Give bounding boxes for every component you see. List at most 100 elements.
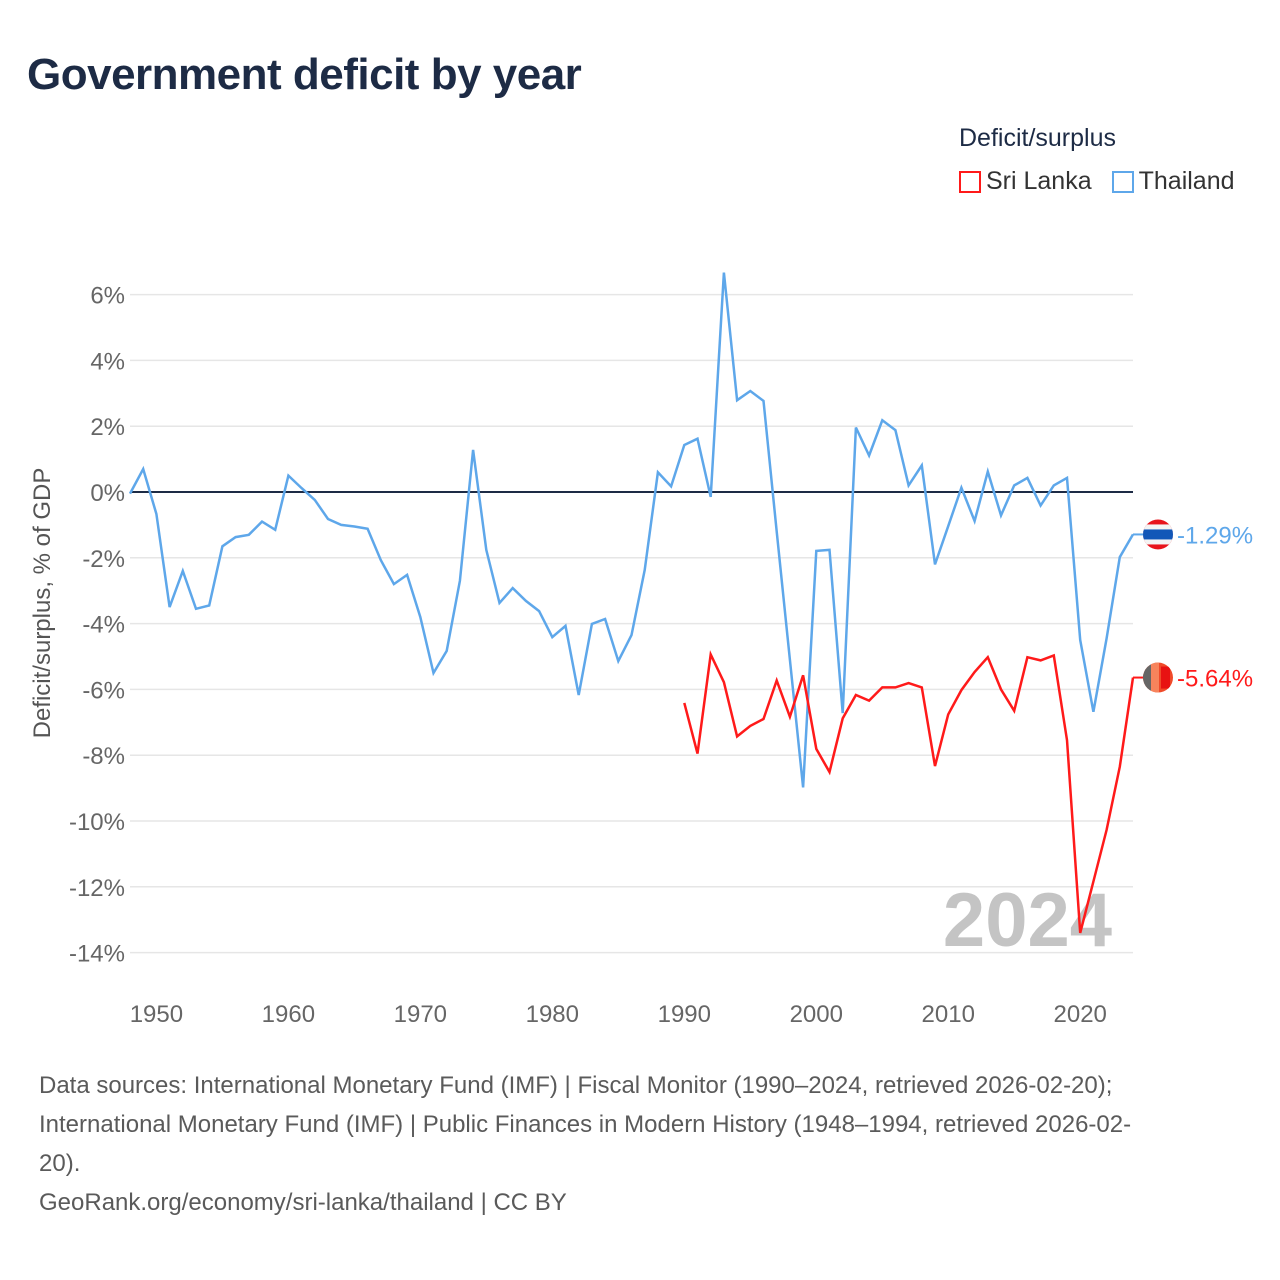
data-point-thailand[interactable] (1077, 637, 1083, 643)
data-point-thailand[interactable] (879, 417, 885, 423)
data-point-thailand[interactable] (945, 523, 951, 529)
data-point-thailand[interactable] (312, 497, 318, 503)
data-point-thailand[interactable] (1051, 482, 1057, 488)
data-point-thailand[interactable] (1038, 502, 1044, 508)
data-point-thailand[interactable] (365, 526, 371, 532)
data-point-thailand[interactable] (985, 469, 991, 475)
data-point-thailand[interactable] (919, 462, 925, 468)
data-point-sri-lanka[interactable] (866, 698, 872, 704)
data-point-thailand[interactable] (153, 511, 159, 517)
data-point-sri-lanka[interactable] (879, 684, 885, 690)
data-point-thailand[interactable] (206, 603, 212, 609)
data-point-thailand[interactable] (853, 425, 859, 431)
data-point-thailand[interactable] (338, 522, 344, 528)
data-point-sri-lanka[interactable] (1104, 827, 1110, 833)
data-point-thailand[interactable] (1011, 482, 1017, 488)
data-point-sri-lanka[interactable] (813, 746, 819, 752)
data-point-sri-lanka[interactable] (800, 672, 806, 678)
data-point-thailand[interactable] (774, 528, 780, 534)
attribution-link[interactable]: GeoRank.org/economy/sri-lanka/thailand |… (39, 1189, 567, 1216)
data-point-thailand[interactable] (589, 621, 595, 627)
data-point-thailand[interactable] (259, 519, 265, 525)
data-point-sri-lanka[interactable] (681, 700, 687, 706)
data-point-thailand[interactable] (193, 606, 199, 612)
data-point-thailand[interactable] (721, 270, 727, 276)
data-point-thailand[interactable] (681, 442, 687, 448)
data-point-thailand[interactable] (404, 572, 410, 578)
data-point-thailand[interactable] (629, 632, 635, 638)
data-point-thailand[interactable] (787, 657, 793, 663)
data-point-sri-lanka[interactable] (708, 652, 714, 658)
series-line-thailand[interactable] (128, 272, 1135, 788)
data-point-thailand[interactable] (800, 784, 806, 790)
data-point-thailand[interactable] (167, 604, 173, 610)
data-point-thailand[interactable] (760, 398, 766, 404)
data-point-sri-lanka[interactable] (774, 678, 780, 684)
data-point-thailand[interactable] (233, 534, 239, 540)
data-point-thailand[interactable] (391, 581, 397, 587)
data-point-thailand[interactable] (1024, 475, 1030, 481)
data-point-sri-lanka[interactable] (892, 684, 898, 690)
data-point-sri-lanka[interactable] (1090, 879, 1096, 885)
data-point-thailand[interactable] (272, 527, 278, 533)
data-point-sri-lanka[interactable] (826, 769, 832, 775)
data-point-thailand[interactable] (497, 600, 503, 606)
data-point-sri-lanka[interactable] (747, 723, 753, 729)
data-point-sri-lanka[interactable] (760, 716, 766, 722)
data-point-sri-lanka[interactable] (945, 711, 951, 717)
data-point-thailand[interactable] (892, 427, 898, 433)
data-point-thailand[interactable] (602, 616, 608, 622)
data-point-sri-lanka[interactable] (1077, 930, 1083, 936)
data-point-thailand[interactable] (417, 614, 423, 620)
data-point-sri-lanka[interactable] (919, 684, 925, 690)
data-point-sri-lanka[interactable] (1064, 737, 1070, 743)
data-point-thailand[interactable] (1117, 554, 1123, 560)
data-point-thailand[interactable] (972, 518, 978, 524)
data-point-sri-lanka[interactable] (932, 763, 938, 769)
data-point-thailand[interactable] (826, 547, 832, 553)
data-point-sri-lanka[interactable] (734, 733, 740, 739)
data-point-thailand[interactable] (958, 485, 964, 491)
data-point-thailand[interactable] (615, 658, 621, 664)
data-point-thailand[interactable] (747, 388, 753, 394)
legend-item-thailand[interactable]: Thailand (1111, 167, 1235, 196)
data-point-thailand[interactable] (563, 623, 569, 629)
data-point-thailand[interactable] (655, 469, 661, 475)
data-point-thailand[interactable] (668, 483, 674, 489)
data-point-thailand[interactable] (694, 436, 700, 442)
data-point-thailand[interactable] (378, 557, 384, 563)
data-point-thailand[interactable] (127, 491, 133, 497)
data-point-thailand[interactable] (906, 482, 912, 488)
data-point-thailand[interactable] (299, 485, 305, 491)
data-point-sri-lanka[interactable] (787, 714, 793, 720)
data-point-sri-lanka[interactable] (1024, 654, 1030, 660)
data-point-thailand[interactable] (457, 578, 463, 584)
data-point-thailand[interactable] (642, 567, 648, 573)
data-point-thailand[interactable] (351, 524, 357, 530)
data-point-thailand[interactable] (1090, 709, 1096, 715)
series-line-sri-lanka[interactable] (683, 650, 1135, 934)
data-point-sri-lanka[interactable] (840, 715, 846, 721)
data-point-thailand[interactable] (932, 561, 938, 567)
data-point-thailand[interactable] (246, 532, 252, 538)
data-point-sri-lanka[interactable] (985, 654, 991, 660)
data-point-sri-lanka[interactable] (694, 751, 700, 757)
data-point-sri-lanka[interactable] (958, 687, 964, 693)
data-point-thailand[interactable] (470, 447, 476, 453)
data-point-sri-lanka[interactable] (721, 679, 727, 685)
data-point-sri-lanka[interactable] (998, 686, 1004, 692)
data-point-sri-lanka[interactable] (853, 692, 859, 698)
data-point-thailand[interactable] (866, 452, 872, 458)
data-point-sri-lanka[interactable] (1051, 653, 1057, 659)
data-point-sri-lanka[interactable] (1011, 708, 1017, 714)
data-point-thailand[interactable] (483, 547, 489, 553)
data-point-thailand[interactable] (549, 634, 555, 640)
data-point-thailand[interactable] (219, 543, 225, 549)
data-point-thailand[interactable] (431, 670, 437, 676)
data-point-thailand[interactable] (325, 516, 331, 522)
legend-item-sri-lanka[interactable]: Sri Lanka (959, 167, 1092, 196)
data-point-thailand[interactable] (998, 512, 1004, 518)
data-point-thailand[interactable] (510, 585, 516, 591)
data-point-sri-lanka[interactable] (1117, 764, 1123, 770)
data-point-thailand[interactable] (576, 692, 582, 698)
